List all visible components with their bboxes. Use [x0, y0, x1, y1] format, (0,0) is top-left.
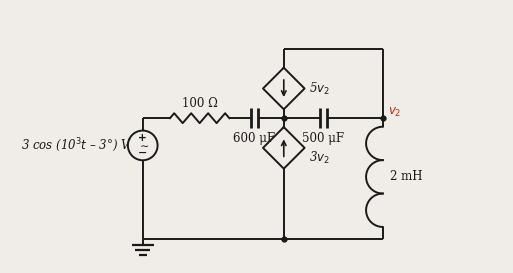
Text: 100 Ω: 100 Ω — [182, 97, 218, 110]
Text: +: + — [139, 133, 147, 143]
Text: 5$v_2$: 5$v_2$ — [308, 81, 329, 97]
Text: 500 μF: 500 μF — [302, 132, 344, 145]
Text: 3$v_2$: 3$v_2$ — [308, 150, 329, 167]
Text: 600 μF: 600 μF — [233, 132, 275, 145]
Text: $\sim$: $\sim$ — [136, 140, 149, 150]
Text: 3 cos (10$^3$$t$ – 3°) V: 3 cos (10$^3$$t$ – 3°) V — [21, 136, 132, 154]
Text: 2 mH: 2 mH — [390, 170, 423, 183]
Text: −: − — [138, 148, 147, 158]
Text: $v_2$: $v_2$ — [388, 106, 401, 119]
